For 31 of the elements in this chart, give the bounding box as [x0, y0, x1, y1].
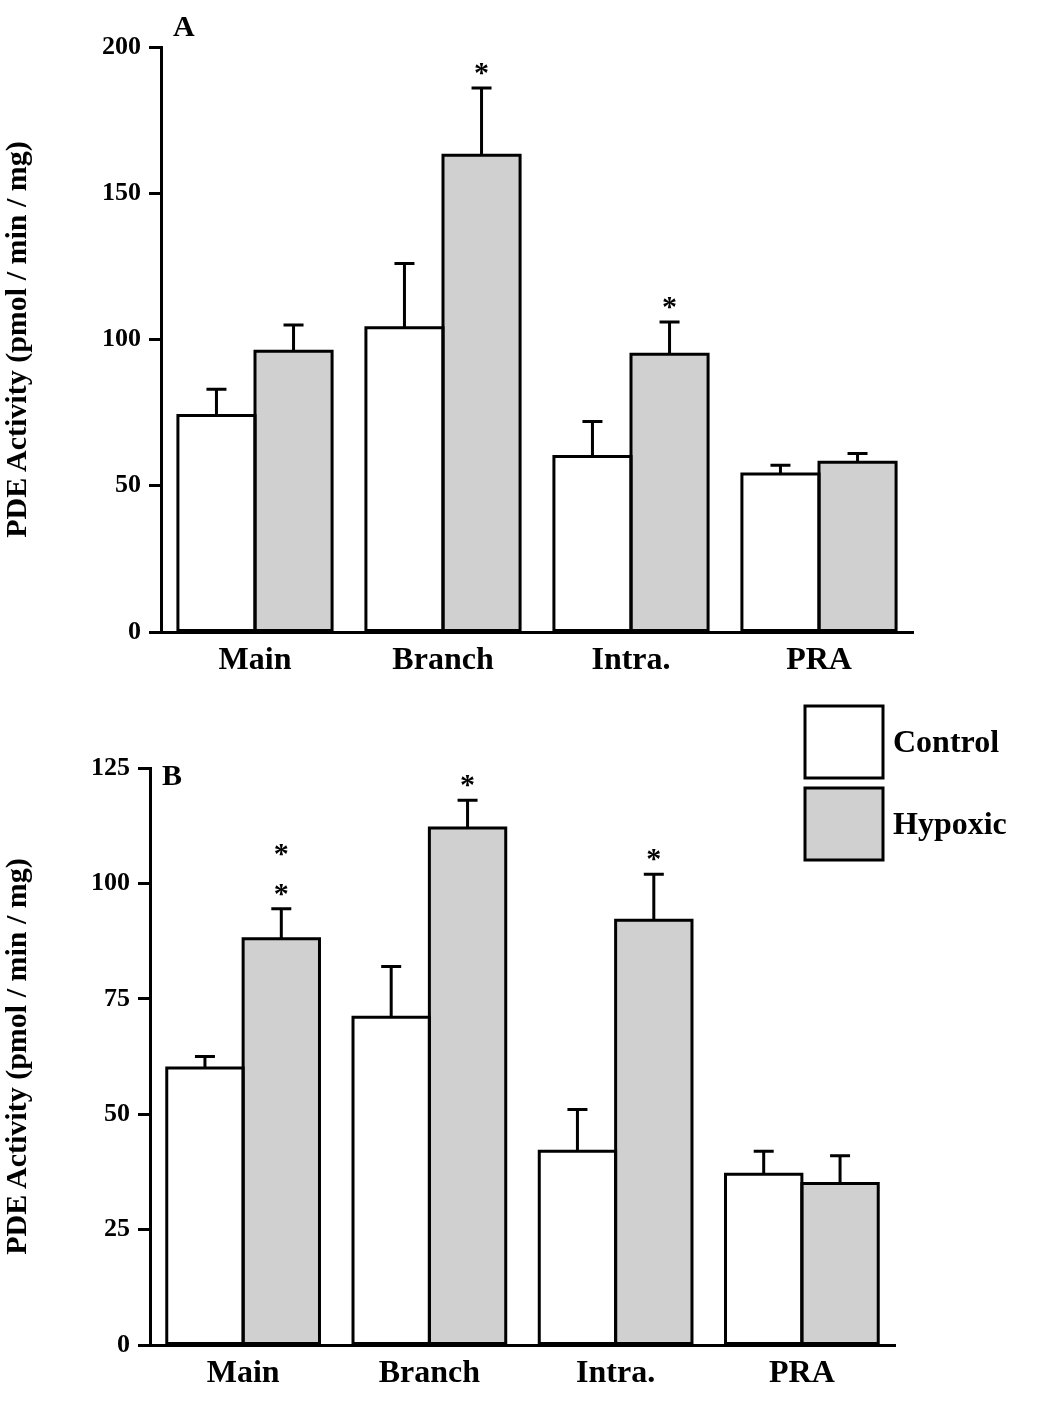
- x-tick-label: Branch: [392, 640, 494, 677]
- y-tick-label: 50: [104, 1097, 130, 1127]
- x-tick-label: Intra.: [576, 1353, 656, 1390]
- chart-title: B: [162, 758, 183, 791]
- x-tick-label: Branch: [378, 1353, 481, 1390]
- y-tick-label: 100: [91, 867, 130, 897]
- x-tick-label: PRA: [768, 1353, 835, 1390]
- x-tick-label: Main: [218, 640, 292, 677]
- y-tick-label: 50: [115, 469, 141, 499]
- annotation: *: [646, 840, 662, 874]
- x-tick-label: Main: [206, 1353, 280, 1390]
- y-tick-label: 125: [91, 751, 130, 781]
- y-tick-label: 0: [117, 1328, 130, 1358]
- y-tick-label: 100: [102, 323, 141, 353]
- legend-label: Hypoxic: [893, 805, 1007, 842]
- text: Control: [893, 723, 1000, 760]
- annotation: *: [273, 875, 289, 909]
- annotation: *: [273, 835, 289, 869]
- y-tick-label: 75: [104, 982, 130, 1012]
- y-tick-label: 25: [104, 1213, 130, 1243]
- x-tick-label: Intra.: [591, 640, 671, 677]
- x-tick-label: PRA: [786, 640, 852, 677]
- annotation: *: [662, 288, 678, 322]
- annotation: *: [474, 54, 490, 88]
- annotation: *: [460, 767, 476, 801]
- y-tick-label: 0: [128, 615, 141, 645]
- y-axis-title: PDE Activity (pmol / min / mg): [0, 858, 33, 1255]
- y-tick-label: 150: [102, 176, 141, 206]
- y-axis-title: PDE Activity (pmol / min / mg): [0, 141, 33, 538]
- y-tick-label: 200: [102, 30, 141, 60]
- chart-title: A: [173, 9, 195, 42]
